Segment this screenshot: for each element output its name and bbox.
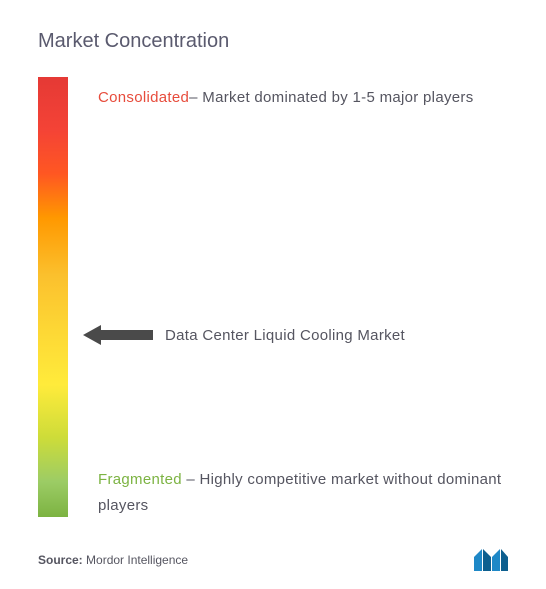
chart-footer: Source: Mordor Intelligence xyxy=(38,549,508,571)
source-name: Mordor Intelligence xyxy=(83,553,188,567)
chart-content: Consolidated– Market dominated by 1-5 ma… xyxy=(38,77,508,527)
consolidated-label: Consolidated xyxy=(98,89,189,106)
mordor-logo-icon xyxy=(474,549,508,571)
fragmented-description: Fragmented – Highly competitive market w… xyxy=(98,467,508,518)
market-name-label: Data Center Liquid Cooling Market xyxy=(165,327,405,344)
fragmented-label: Fragmented xyxy=(98,471,182,488)
concentration-gradient-bar xyxy=(38,77,68,517)
arrow-left-icon xyxy=(83,325,153,345)
chart-title: Market Concentration xyxy=(38,30,508,53)
source-prefix: Source: xyxy=(38,553,83,567)
consolidated-text: – Market dominated by 1-5 major players xyxy=(189,89,473,106)
source-attribution: Source: Mordor Intelligence xyxy=(38,553,188,567)
market-position-marker: Data Center Liquid Cooling Market xyxy=(83,325,405,345)
consolidated-description: Consolidated– Market dominated by 1-5 ma… xyxy=(98,85,508,111)
